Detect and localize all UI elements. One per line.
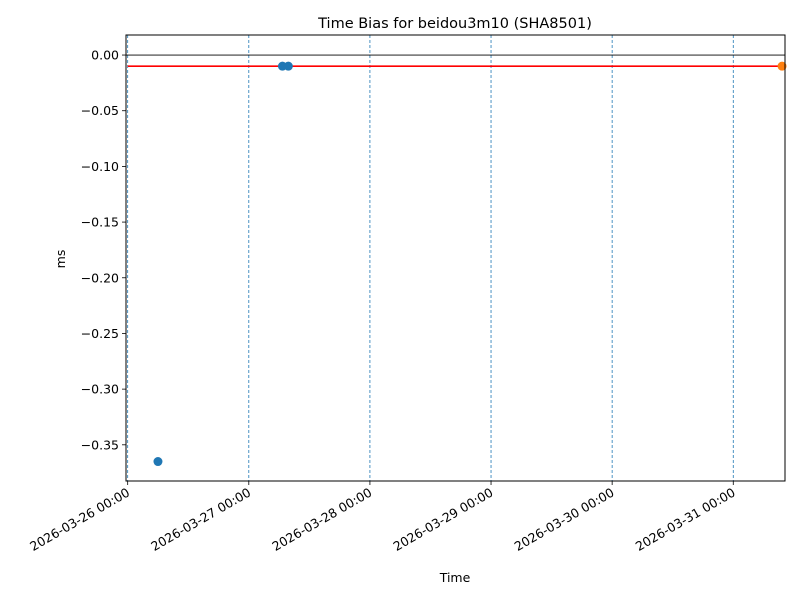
y-tick-label: −0.35 [81,437,119,452]
x-tick-label: 2026-03-30 00:00 [512,485,617,554]
reference-lines [126,54,785,67]
y-tick-label: −0.25 [81,326,119,341]
y-tick-label: 0.00 [91,48,119,63]
y-tick-label: −0.10 [81,159,119,174]
x-ticks: 2026-03-26 00:00 2026-03-27 00:00 2026-03-… [27,481,738,554]
x-tick-label: 2026-03-28 00:00 [269,485,374,554]
x-tick-label: 2026-03-29 00:00 [390,485,495,554]
x-tick-label: 2026-03-26 00:00 [27,485,132,554]
y-tick-label: −0.05 [81,103,119,118]
y-tick-label: −0.30 [81,382,119,397]
y-axis-label: ms [53,250,68,269]
x-axis-label: Time [439,570,471,585]
data-points [153,61,787,467]
data-point [777,61,787,71]
y-tick-label: −0.15 [81,215,119,230]
data-point [283,61,293,71]
gridlines [127,35,734,481]
data-point [153,457,163,467]
y-ticks: 0.00 −0.05 −0.10 −0.15 −0.20 −0.25 −0.30 −0.35 [81,48,126,452]
y-tick-label: −0.20 [81,270,119,285]
chart-title: Time Bias for beidou3m10 (SHA8501) [317,16,592,32]
axes-frame [125,34,786,482]
x-tick-label: 2026-03-27 00:00 [148,485,253,554]
x-tick-label: 2026-03-31 00:00 [633,485,738,554]
